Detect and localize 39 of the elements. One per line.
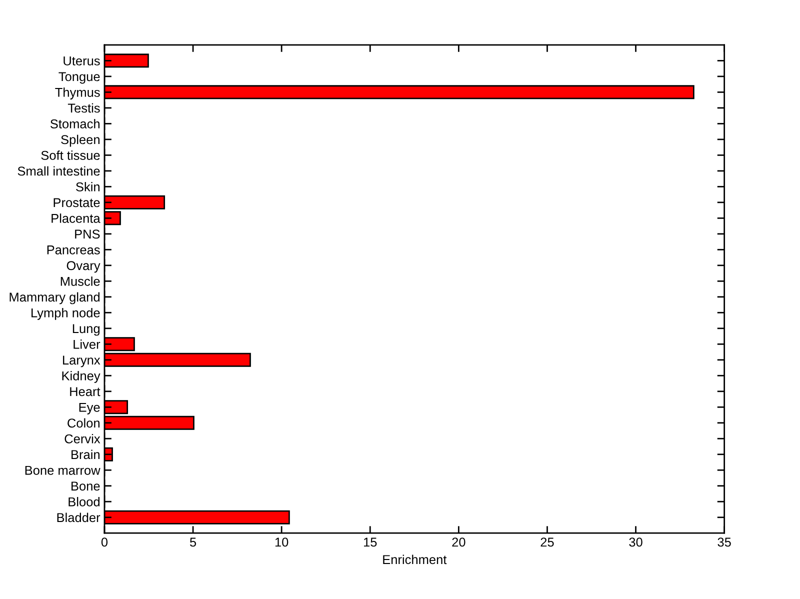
y-tick-label: Thymus [55,88,100,100]
y-tick-label: Muscle [60,276,100,286]
y-tick-label: Bone [72,482,100,491]
y-tick-label: Placenta [52,214,100,223]
y-tick-label: Small intestine [18,166,100,176]
y-tick-label: Colon [68,418,100,428]
x-tick-label: 5 [190,538,196,547]
y-tick-label: Larynx [63,356,100,368]
y-tick-label: Tongue [58,72,100,84]
x-tick-label: 25 [540,538,554,547]
y-tick-label: Eye [79,402,100,414]
y-tick-label: Skin [76,182,100,192]
y-tick-label: Prostate [54,198,100,208]
y-tick-label: Blood [68,496,100,506]
y-tick-label: Ovary [66,261,100,273]
y-tick-label: Testis [68,103,100,113]
y-tick-label: PNS [75,230,100,239]
y-tick-label: Spleen [61,134,100,147]
y-tick-label: Stomach [50,119,100,128]
y-tick-label: Pancreas [47,245,100,254]
y-tick-label: Cervix [64,434,100,444]
x-tick-label: 35 [718,538,731,547]
y-tick-label: Lung [72,324,100,336]
x-tick-label: 10 [275,538,288,547]
y-tick-label: Liver [74,340,100,349]
y-tick-label: Heart [70,387,100,396]
x-tick-label: 20 [452,538,466,547]
y-tick-label: Brain [72,450,100,460]
y-tick-label: Kidney [62,371,100,383]
y-tick-label: Uterus [64,56,100,66]
y-tick-label: Soft tissue [41,150,100,160]
x-axis-title: Enrichment [383,554,447,564]
y-tick-label: Mammary gland [10,292,100,304]
y-tick-label: Bladder [57,512,100,522]
y-tick-label: Lymph node [32,308,100,320]
x-tick-label: 30 [629,538,642,547]
y-tick-label: Bone marrow [25,466,100,475]
x-tick-label: 15 [364,538,377,547]
x-tick-label: 0 [101,538,108,547]
